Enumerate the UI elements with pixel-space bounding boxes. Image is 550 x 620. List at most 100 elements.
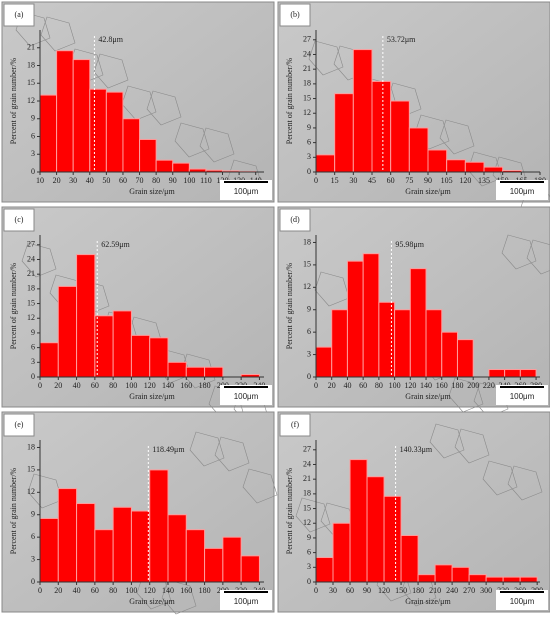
y-tick-label: 3 xyxy=(31,554,35,563)
panel-label: (c) xyxy=(15,215,24,224)
scale-bar-label: 100μm xyxy=(510,187,535,196)
panel-label: (f) xyxy=(291,420,299,429)
x-tick-label: 40 xyxy=(86,176,94,185)
x-axis-label: Grain size/μm xyxy=(405,187,451,196)
y-tick-label: 18 xyxy=(303,79,311,88)
bar xyxy=(504,369,521,378)
bar xyxy=(204,547,224,583)
scale-bar-box xyxy=(220,385,272,405)
bar xyxy=(378,301,396,378)
x-tick-label: 60 xyxy=(91,586,99,595)
panel-label-box xyxy=(279,3,311,27)
x-tick-label: 110 xyxy=(200,176,212,185)
bar xyxy=(332,522,351,583)
bar xyxy=(349,459,368,583)
bar xyxy=(122,118,141,173)
bar xyxy=(352,49,373,173)
grain-boundary xyxy=(214,436,250,472)
x-tick-label: 30 xyxy=(329,586,337,595)
bar xyxy=(155,159,174,173)
x-tick-label: 135 xyxy=(478,176,490,185)
x-tick-label: 180 xyxy=(199,381,211,390)
grain-boundary xyxy=(308,40,344,76)
y-tick-label: 0 xyxy=(31,577,35,586)
grain-boundary xyxy=(189,431,225,467)
bar xyxy=(441,331,458,378)
scale-bar-label: 100μm xyxy=(234,187,259,196)
bar xyxy=(105,91,124,173)
bar xyxy=(72,59,91,173)
bar xyxy=(417,574,436,583)
bar xyxy=(130,510,151,583)
x-tick-label: 40 xyxy=(343,381,351,390)
bar xyxy=(346,260,364,378)
scale-bar-box xyxy=(496,590,548,610)
x-tick-label: 140 xyxy=(420,381,432,390)
bar xyxy=(39,94,58,173)
panel-label: (b) xyxy=(290,10,300,19)
bar xyxy=(390,100,410,173)
x-tick-label: 180 xyxy=(412,586,424,595)
bar xyxy=(76,503,96,583)
bar xyxy=(39,517,59,583)
bar xyxy=(89,88,107,173)
y-tick-label: 12 xyxy=(303,282,311,291)
y-tick-label: 0 xyxy=(307,167,311,176)
panel-label-box xyxy=(3,3,35,27)
bar xyxy=(464,161,485,173)
y-tick-label: 21 xyxy=(27,43,35,52)
mean-label: 118.49μm xyxy=(152,445,185,454)
bar xyxy=(371,80,392,173)
x-tick-label: 100 xyxy=(183,176,195,185)
grain-boundary xyxy=(93,53,129,89)
y-tick-label: 12 xyxy=(303,108,311,117)
x-tick-label: 80 xyxy=(109,381,117,390)
grain-boundary xyxy=(174,122,210,158)
y-tick-label: 18 xyxy=(27,60,35,69)
x-tick-label: 70 xyxy=(136,176,144,185)
bar xyxy=(167,361,187,378)
x-tick-label: 0 xyxy=(38,381,42,390)
bar xyxy=(519,369,537,378)
y-axis-label: Percent of grain number/% xyxy=(9,262,18,349)
x-tick-label: 270 xyxy=(463,586,475,595)
x-axis-label: Grain size/μm xyxy=(405,597,451,606)
x-tick-label: 60 xyxy=(346,586,354,595)
x-tick-label: 90 xyxy=(424,176,432,185)
bar xyxy=(149,337,169,378)
y-tick-label: 12 xyxy=(27,96,35,105)
y-tick-label: 6 xyxy=(31,532,35,541)
y-tick-label: 9 xyxy=(307,123,311,132)
y-tick-label: 15 xyxy=(303,93,311,102)
bar xyxy=(408,127,429,173)
x-tick-label: 60 xyxy=(359,381,367,390)
bar xyxy=(112,506,132,583)
grain-boundary xyxy=(429,423,465,459)
bar xyxy=(222,536,242,583)
y-tick-label: 3 xyxy=(31,357,35,366)
y-tick-label: 12 xyxy=(27,313,35,322)
grain-boundary xyxy=(146,90,182,126)
bar xyxy=(400,534,419,583)
y-tick-label: 3 xyxy=(31,149,35,158)
x-tick-label: 20 xyxy=(54,381,62,390)
bar xyxy=(331,309,348,378)
bar xyxy=(334,93,354,173)
x-tick-label: 0 xyxy=(38,586,42,595)
y-axis-label: Percent of grain number/% xyxy=(285,262,294,349)
scale-bar-box xyxy=(220,180,272,200)
y-tick-label: 9 xyxy=(31,114,35,123)
y-tick-label: 6 xyxy=(31,131,35,140)
y-tick-label: 18 xyxy=(303,237,311,246)
bar xyxy=(57,285,78,378)
x-tick-label: 50 xyxy=(102,176,110,185)
x-tick-label: 45 xyxy=(368,176,376,185)
bar xyxy=(434,564,453,583)
x-tick-label: 60 xyxy=(119,176,127,185)
y-tick-label: 3 xyxy=(307,349,311,358)
x-tick-label: 10 xyxy=(36,176,44,185)
x-tick-label: 80 xyxy=(109,586,117,595)
scale-bar-label: 100μm xyxy=(510,392,535,401)
bar xyxy=(39,342,59,378)
y-tick-label: 3 xyxy=(307,152,311,161)
